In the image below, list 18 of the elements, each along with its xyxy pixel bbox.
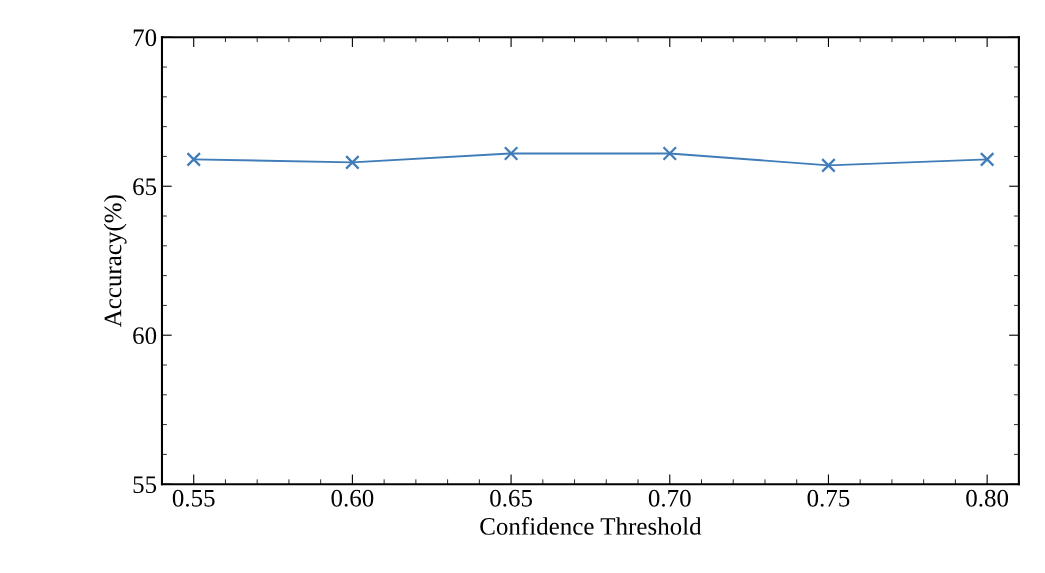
x-tick-label: 0.80 xyxy=(966,489,1009,507)
y-tick-label: 65 xyxy=(133,178,157,196)
point xyxy=(979,152,995,167)
x-tick-label: 0.65 xyxy=(490,489,532,507)
point xyxy=(662,146,678,161)
y-tick-label: 55 xyxy=(133,476,157,494)
x-tick-label: 0.75 xyxy=(807,489,850,507)
point xyxy=(503,146,519,161)
x-tick-label: 0.70 xyxy=(648,489,691,507)
point xyxy=(345,155,360,170)
point xyxy=(186,152,202,167)
x-tick-label: 0.60 xyxy=(331,489,374,507)
y-tick-label: 60 xyxy=(133,327,157,345)
y-axis-title: Accuracy(%) xyxy=(103,195,127,328)
x-tick-label: 0.55 xyxy=(172,489,215,507)
x-axis-title: Confidence Threshold xyxy=(480,517,702,535)
y-tick-label: 70 xyxy=(133,29,157,47)
point xyxy=(821,158,836,173)
